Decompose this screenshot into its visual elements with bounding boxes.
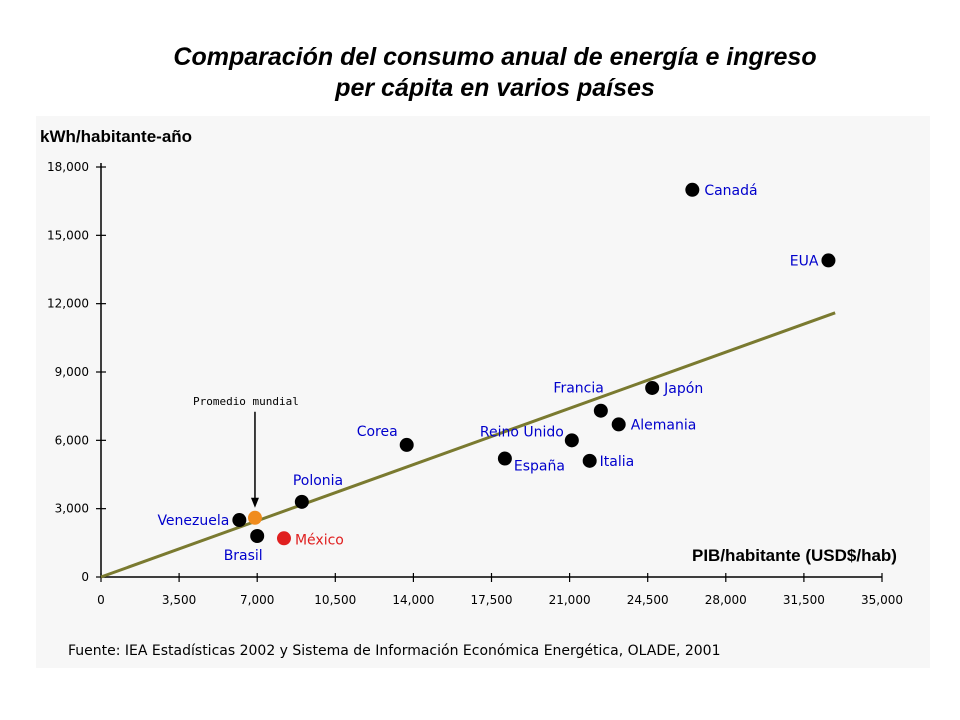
point-japon bbox=[645, 380, 660, 395]
annotation-arrow-head bbox=[250, 497, 259, 508]
y-tick-label: 3,000 bbox=[55, 502, 89, 516]
point-label-reino-unido: Reino Unido bbox=[480, 424, 564, 440]
x-tick-label: 24,500 bbox=[627, 593, 669, 607]
x-tick-label: 31,500 bbox=[783, 593, 825, 607]
y-tick-label: 12,000 bbox=[47, 297, 89, 311]
y-tick-label: 9,000 bbox=[55, 365, 89, 379]
y-tick-label: 0 bbox=[81, 570, 89, 584]
point-brasil bbox=[250, 529, 265, 543]
point-label-japon: Japón bbox=[663, 381, 703, 397]
y-tick-label: 18,000 bbox=[47, 160, 89, 174]
point-label-italia: Italia bbox=[600, 454, 635, 470]
chart-title: Comparación del consumo anual de energía… bbox=[0, 42, 960, 104]
chart-title-line2: per cápita en varios países bbox=[335, 74, 655, 102]
point-promedio-mundial bbox=[247, 510, 262, 525]
y-tick-label: 15,000 bbox=[47, 228, 89, 242]
y-axis-title: kWh/habitante-año bbox=[40, 127, 192, 146]
source-note: Fuente: IEA Estadísticas 2002 y Sistema … bbox=[68, 643, 720, 659]
point-label-polonia: Polonia bbox=[293, 473, 343, 489]
x-tick-label: 3,500 bbox=[162, 593, 196, 607]
point-venezuela bbox=[232, 513, 247, 528]
point-label-espana: España bbox=[514, 459, 565, 475]
x-tick-label: 28,000 bbox=[705, 593, 747, 607]
y-tick-label: 6,000 bbox=[55, 433, 89, 447]
x-tick-label: 17,500 bbox=[471, 593, 513, 607]
point-alemania bbox=[611, 417, 626, 432]
point-label-mexico: México bbox=[295, 532, 344, 548]
point-label-venezuela: Venezuela bbox=[157, 513, 229, 529]
point-polonia bbox=[294, 494, 309, 509]
point-reino-unido bbox=[564, 433, 579, 448]
point-label-eua: EUA bbox=[790, 253, 819, 269]
trend-line bbox=[100, 311, 836, 579]
point-espana bbox=[497, 451, 512, 466]
x-tick-label: 0 bbox=[97, 593, 105, 607]
point-francia bbox=[593, 403, 608, 418]
point-label-canada: Canadá bbox=[704, 183, 757, 199]
x-tick-label: 7,000 bbox=[240, 593, 274, 607]
point-mexico bbox=[276, 531, 291, 546]
x-tick-label: 21,000 bbox=[549, 593, 591, 607]
point-italia bbox=[582, 453, 597, 468]
annotation-promedio-mundial: Promedio mundial bbox=[193, 395, 299, 408]
chart-panel bbox=[36, 116, 930, 668]
chart-title-line1: Comparación del consumo anual de energía… bbox=[173, 43, 817, 71]
x-tick-label: 35,000 bbox=[861, 593, 903, 607]
point-label-francia: Francia bbox=[553, 381, 603, 397]
point-label-brasil: Brasil bbox=[224, 548, 263, 564]
point-label-corea: Corea bbox=[357, 424, 398, 440]
point-eua bbox=[821, 253, 836, 268]
point-canada bbox=[685, 182, 700, 197]
x-tick-label: 10,500 bbox=[314, 593, 356, 607]
x-axis-title: PIB/habitante (USD$/hab) bbox=[692, 546, 897, 565]
x-tick-label: 14,000 bbox=[392, 593, 434, 607]
point-corea bbox=[399, 437, 414, 452]
point-label-alemania: Alemania bbox=[631, 417, 697, 433]
